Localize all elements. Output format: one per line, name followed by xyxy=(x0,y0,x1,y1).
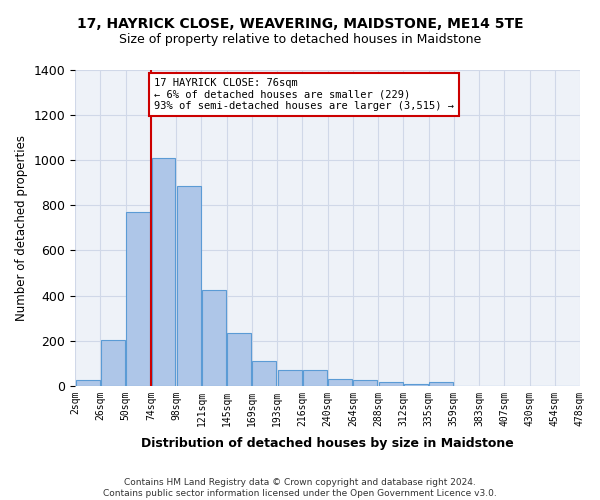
Bar xyxy=(353,380,377,386)
Text: Size of property relative to detached houses in Maidstone: Size of property relative to detached ho… xyxy=(119,32,481,46)
Bar xyxy=(379,382,403,386)
Y-axis label: Number of detached properties: Number of detached properties xyxy=(15,135,28,321)
Bar xyxy=(227,333,251,386)
Bar xyxy=(126,212,150,386)
Bar xyxy=(303,370,327,386)
Bar xyxy=(152,158,175,386)
Bar xyxy=(177,186,201,386)
Text: 17, HAYRICK CLOSE, WEAVERING, MAIDSTONE, ME14 5TE: 17, HAYRICK CLOSE, WEAVERING, MAIDSTONE,… xyxy=(77,18,523,32)
Text: Contains HM Land Registry data © Crown copyright and database right 2024.
Contai: Contains HM Land Registry data © Crown c… xyxy=(103,478,497,498)
Bar xyxy=(404,384,428,386)
Bar xyxy=(202,290,226,386)
X-axis label: Distribution of detached houses by size in Maidstone: Distribution of detached houses by size … xyxy=(141,437,514,450)
Bar xyxy=(253,361,277,386)
Bar xyxy=(101,340,125,386)
Bar xyxy=(278,370,302,386)
Bar xyxy=(76,380,100,386)
Bar xyxy=(429,382,453,386)
Bar xyxy=(328,379,352,386)
Text: 17 HAYRICK CLOSE: 76sqm
← 6% of detached houses are smaller (229)
93% of semi-de: 17 HAYRICK CLOSE: 76sqm ← 6% of detached… xyxy=(154,78,454,111)
